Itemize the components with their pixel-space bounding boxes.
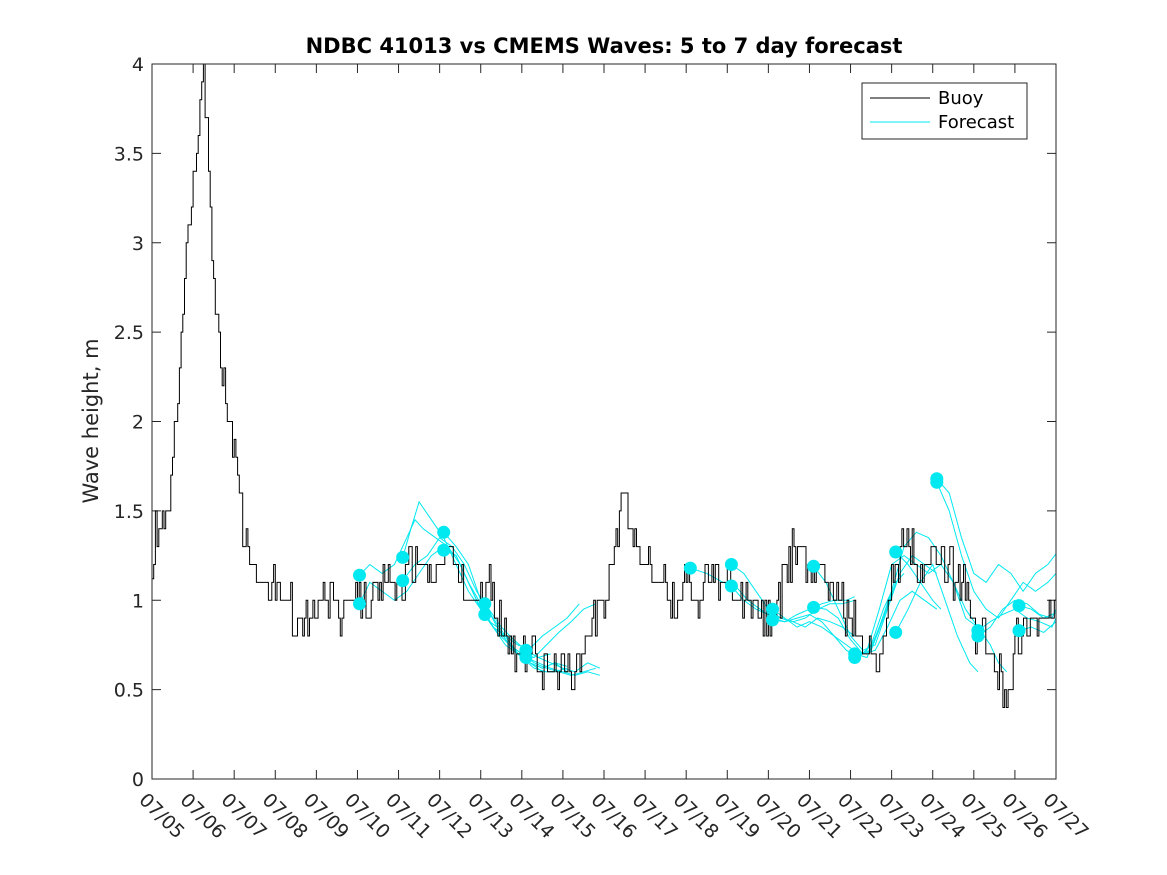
forecast-marker: [848, 651, 862, 664]
x-tick-label: 07/17: [628, 789, 682, 843]
chart-title: NDBC 41013 vs CMEMS Waves: 5 to 7 day fo…: [306, 34, 903, 58]
forecast-marker: [930, 475, 944, 489]
x-tick-label: 07/21: [792, 789, 846, 843]
y-tick-label: 3: [132, 233, 144, 255]
forecast-line: [525, 657, 601, 676]
forecast-marker: [766, 602, 779, 616]
x-tick-label: 07/10: [340, 789, 394, 843]
x-tick-label: 07/23: [874, 789, 928, 843]
forecast-marker: [478, 608, 492, 621]
forecast-line: [977, 608, 1057, 632]
forecast-start-markers: [353, 472, 1026, 664]
x-tick-label: 07/08: [258, 789, 312, 843]
forecast-line: [936, 478, 1057, 593]
x-tick-label: 07/07: [217, 789, 271, 843]
x-tick-label: 07/06: [176, 789, 230, 843]
forecast-marker: [766, 613, 779, 627]
legend-buoy-label: Buoy: [938, 88, 984, 109]
buoy-line: [152, 63, 1056, 708]
x-tick-label: 07/11: [381, 789, 435, 843]
y-tick-label: 0.5: [114, 680, 144, 702]
forecast-marker: [396, 550, 410, 564]
forecast-line: [895, 563, 979, 673]
x-tick-label: 07/13: [463, 789, 517, 843]
forecast-marker: [807, 559, 821, 573]
forecast-marker: [889, 545, 903, 559]
legend-forecast-label: Forecast: [938, 112, 1014, 133]
x-tick-label: 07/26: [997, 789, 1051, 843]
y-tick-label: 2: [132, 412, 144, 434]
x-tick-label: 07/22: [833, 789, 887, 843]
buoy-series: [152, 63, 1056, 708]
legend-box: [861, 82, 1028, 140]
forecast-line: [484, 614, 596, 676]
forecast-marker: [478, 597, 492, 611]
x-tick-label: 07/27: [1038, 789, 1092, 843]
forecast-marker: [396, 574, 410, 588]
forecast-marker: [807, 600, 821, 614]
x-tick-label: 07/16: [586, 789, 640, 843]
y-tick-label: 1: [132, 590, 144, 612]
x-tick-label: 07/05: [134, 789, 188, 843]
x-tick-label: 07/18: [669, 789, 723, 843]
forecast-line: [731, 585, 855, 637]
forecast-line: [813, 590, 938, 655]
y-tick-label: 3.5: [114, 143, 144, 165]
legend: Buoy Forecast: [861, 82, 1028, 140]
plot-area: 00.511.522.533.54 07/0507/0607/0707/0807…: [114, 54, 1093, 843]
forecast-marker: [353, 568, 366, 582]
forecast-line: [772, 573, 905, 655]
y-tick-label: 4: [132, 54, 144, 76]
y-axis: 0 0.5 1 1.5 2 2.5 3 3.5 4: [114, 54, 1056, 791]
x-tick-label: 07/14: [504, 789, 558, 843]
forecast-marker: [353, 597, 366, 611]
forecast-marker: [437, 543, 451, 557]
forecast-marker: [1012, 624, 1026, 638]
x-tick-label: 07/09: [299, 789, 353, 843]
x-tick-label: 07/20: [751, 789, 805, 843]
plot-frame: [151, 63, 1057, 780]
forecast-marker: [889, 625, 903, 639]
y-tick-label: 2.5: [114, 322, 144, 344]
forecast-marker: [437, 525, 451, 539]
x-tick-label: 07/19: [710, 789, 764, 843]
x-tick-label: 07/12: [422, 789, 476, 843]
forecast-line: [936, 482, 1057, 619]
forecast-marker: [724, 579, 738, 593]
forecast-marker: [519, 651, 533, 664]
forecast-line: [772, 591, 893, 659]
x-tick-label: 07/15: [545, 789, 599, 843]
forecast-line: [525, 649, 601, 673]
y-tick-label: 1.5: [114, 501, 144, 523]
y-tick-label: 0: [132, 769, 144, 791]
y-axis-label: Wave height, m: [79, 338, 103, 503]
x-tick-label: 07/25: [956, 789, 1010, 843]
forecast-marker: [724, 558, 738, 571]
forecast-marker: [1012, 599, 1026, 613]
plot-background: [152, 64, 1056, 779]
forecast-marker: [971, 624, 985, 638]
x-tick-label: 07/24: [915, 789, 969, 843]
forecast-marker: [683, 561, 697, 575]
